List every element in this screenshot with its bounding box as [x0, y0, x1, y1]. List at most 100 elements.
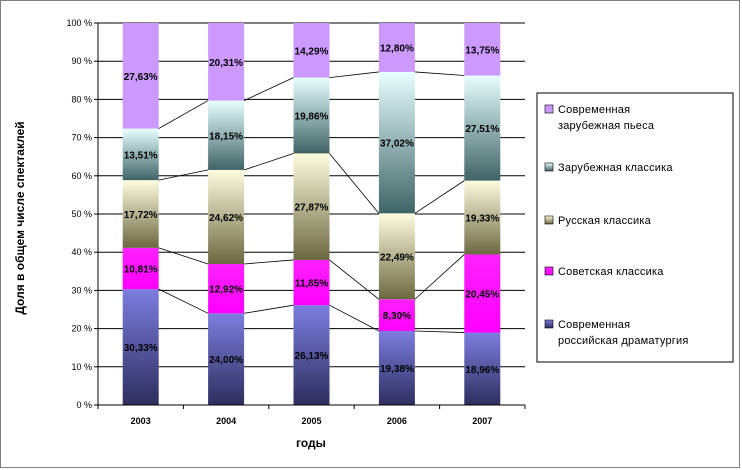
series-line [414, 180, 465, 214]
bar-segment [208, 263, 245, 314]
y-tick-label: 0 % [76, 400, 92, 410]
data-label: 24,62% [209, 213, 243, 224]
x-tick-label: 2006 [387, 416, 407, 426]
bar-segment [464, 332, 501, 405]
data-label: 24,00% [209, 355, 243, 366]
series-lines [158, 71, 465, 333]
data-label: 13,75% [465, 45, 499, 56]
data-label: 20,45% [465, 290, 499, 301]
data-label: 26,13% [295, 351, 329, 362]
bar-segment [378, 23, 415, 72]
bar-segment [293, 153, 330, 260]
y-tick-label: 20 % [71, 324, 92, 334]
bar-segment [464, 254, 501, 333]
bar-segment [208, 169, 245, 264]
data-label: 12,92% [209, 285, 243, 296]
y-tick-label: 40 % [71, 247, 92, 257]
bar-segment [378, 71, 415, 214]
y-tick-label: 30 % [71, 285, 92, 295]
legend-swatch [544, 266, 554, 276]
data-label: 18,96% [465, 365, 499, 376]
data-label: 22,49% [380, 252, 414, 263]
legend-label: Русская классика [558, 215, 652, 227]
series-line [414, 254, 465, 300]
data-label: 27,51% [465, 124, 499, 135]
data-label: 30,33% [124, 343, 158, 354]
y-tick-label: 90 % [71, 56, 92, 66]
bar-segment [122, 289, 159, 405]
legend: Современная зарубежная пьеса Зарубежная кл… [536, 92, 734, 363]
legend-label: Современная зарубежная пьеса [558, 104, 655, 132]
bar-segment [122, 23, 159, 129]
data-label: 8,30% [383, 311, 411, 322]
series-line [244, 259, 294, 265]
series-line [158, 288, 209, 314]
legend-swatch [544, 162, 554, 172]
series-line [329, 71, 379, 78]
data-label: 27,63% [124, 72, 158, 83]
series-line [329, 153, 380, 214]
data-label: 18,15% [209, 131, 243, 142]
y-tick-label: 80 % [71, 94, 92, 104]
bar-segment [293, 305, 330, 405]
legend-label: Современная российская драматургия [558, 319, 688, 347]
y-tick-label: 100 % [66, 18, 92, 28]
legend-label: Советская классика [558, 266, 664, 278]
y-tick-label: 50 % [71, 209, 92, 219]
legend-label: Зарубежная классика [558, 162, 673, 174]
bar-segment [293, 23, 330, 78]
series-line [243, 77, 294, 101]
x-tick-label: 2007 [472, 416, 492, 426]
bar-segment [208, 100, 245, 170]
bar-segment [464, 75, 501, 181]
legend-swatch [544, 319, 554, 329]
data-label: 19,86% [295, 112, 329, 123]
series-line [414, 330, 465, 333]
bar-segment [122, 247, 159, 290]
data-label: 20,31% [209, 58, 243, 69]
data-label: 19,33% [465, 214, 499, 225]
data-label: 14,29% [295, 46, 329, 57]
bar-segment [464, 180, 501, 255]
x-axis-label: годы [296, 436, 326, 450]
bar-segment [122, 180, 159, 248]
bar-segment [122, 128, 159, 181]
data-label: 11,85% [295, 279, 328, 290]
y-axis-label: Доля в общем числе спектаклей [13, 121, 27, 314]
y-tick-label: 70 % [71, 133, 92, 143]
legend-box [536, 92, 734, 363]
data-label: 19,38% [380, 364, 414, 375]
data-label: 13,51% [124, 150, 158, 161]
x-tick-label: 2005 [301, 416, 321, 426]
legend-swatch [544, 215, 554, 225]
series-line [158, 100, 209, 129]
data-label: 10,81% [124, 264, 158, 275]
x-tick-label: 2004 [216, 416, 236, 426]
data-label: 27,87% [295, 203, 329, 214]
y-tick-label: 60 % [71, 171, 92, 181]
series-line [414, 71, 465, 76]
bar-segment [378, 330, 415, 405]
series-line [158, 247, 209, 265]
axes: 0 % 10 % 20 % 30 % 40 % 50 % 60 % 70 % 80 % 90 % 1… [66, 18, 526, 426]
legend-swatch [544, 104, 554, 114]
bar-segment [208, 23, 245, 101]
data-label: 37,02% [380, 139, 414, 150]
data-label: 12,80% [380, 43, 414, 54]
series-line [158, 169, 209, 181]
x-tick-label: 2003 [131, 416, 151, 426]
data-labels: 30,33% 10,81% 17,72% 13,51% 27,63% 24,00% 12,9… [124, 43, 500, 375]
bars [122, 23, 501, 405]
bar-segment [293, 259, 330, 306]
data-label: 17,72% [124, 210, 158, 221]
series-line [243, 153, 294, 171]
series-line [244, 304, 294, 314]
bar-segment [464, 23, 501, 76]
bar-segment [293, 77, 330, 154]
series-line [329, 259, 380, 300]
series-line [329, 304, 380, 332]
y-tick-label: 10 % [71, 362, 92, 372]
bar-segment [378, 213, 415, 300]
